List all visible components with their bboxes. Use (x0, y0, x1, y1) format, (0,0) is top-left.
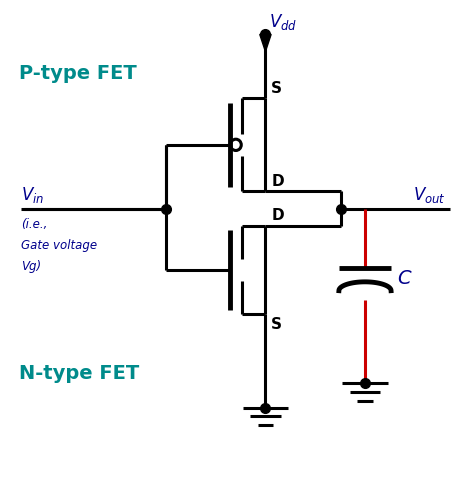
Text: S: S (271, 81, 282, 96)
Text: P-type FET: P-type FET (19, 64, 137, 83)
Text: D: D (271, 208, 284, 223)
Polygon shape (260, 34, 271, 52)
Text: $\it{V}_{out}$: $\it{V}_{out}$ (413, 185, 446, 205)
Text: $\it{V}_{dd}$: $\it{V}_{dd}$ (269, 12, 297, 32)
Text: N-type FET: N-type FET (19, 364, 139, 382)
Text: $\it{V}_{in}$: $\it{V}_{in}$ (21, 185, 45, 205)
Text: (i.e.,: (i.e., (21, 218, 48, 230)
Text: D: D (271, 174, 284, 189)
Text: $\it{C}$: $\it{C}$ (397, 269, 412, 288)
Text: Vg): Vg) (21, 260, 41, 273)
Text: Gate voltage: Gate voltage (21, 239, 98, 252)
Text: S: S (271, 317, 282, 332)
